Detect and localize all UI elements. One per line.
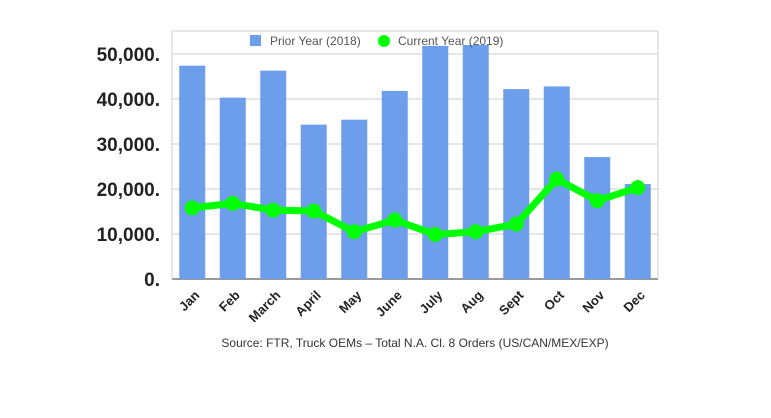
y-tick-label: 50,000. bbox=[97, 45, 160, 66]
x-tick-label: Nov bbox=[579, 287, 608, 316]
legend-label-current-year: Current Year (2019) bbox=[398, 34, 503, 48]
bar-nov bbox=[584, 157, 611, 279]
x-tick-label: June bbox=[373, 288, 405, 320]
legend-swatch-current-year bbox=[378, 35, 390, 47]
line-point-dec bbox=[630, 180, 646, 196]
x-axis: Jan Feb March April May June July Aug Sept Oct Nov… bbox=[176, 287, 648, 325]
y-tick-label: 40,000. bbox=[97, 90, 160, 111]
x-tick-label: Oct bbox=[541, 287, 567, 313]
bar-april bbox=[300, 124, 327, 280]
line-point-july bbox=[427, 226, 443, 242]
x-tick-label: April bbox=[292, 288, 324, 320]
line-path bbox=[188, 175, 642, 238]
bar-feb bbox=[219, 97, 246, 280]
line-series-current-year bbox=[184, 171, 646, 242]
bar-dec bbox=[624, 184, 651, 279]
line-point-nov bbox=[589, 193, 605, 209]
y-tick-label: 10,000. bbox=[97, 225, 160, 246]
bar-march bbox=[260, 70, 287, 280]
y-axis: 0. 10,000. 20,000. 30,000. 40,000. 50,000. bbox=[97, 45, 160, 291]
line-point-may bbox=[346, 224, 362, 240]
legend-swatch-prior-year bbox=[250, 35, 261, 46]
source-note: Source: FTR, Truck OEMs – Total N.A. Cl.… bbox=[221, 336, 608, 350]
gridlines bbox=[171, 30, 659, 280]
y-tick-label: 0. bbox=[144, 270, 160, 291]
line-point-feb bbox=[225, 195, 241, 211]
y-tick-label: 20,000. bbox=[97, 180, 160, 201]
legend-label-prior-year: Prior Year (2018) bbox=[270, 34, 361, 48]
line-point-sept bbox=[508, 216, 524, 232]
x-tick-label: Aug bbox=[457, 287, 486, 316]
line-point-april bbox=[306, 203, 322, 219]
line-point-jan bbox=[184, 200, 200, 216]
bar-aug bbox=[462, 45, 489, 279]
bar-jan bbox=[179, 65, 206, 279]
bar-may bbox=[341, 119, 368, 279]
line-point-june bbox=[387, 212, 403, 228]
x-tick-label: Sept bbox=[496, 287, 527, 318]
x-tick-label: May bbox=[336, 287, 365, 316]
x-tick-label: July bbox=[416, 287, 446, 317]
x-tick-label: Jan bbox=[176, 287, 202, 313]
bar-july bbox=[422, 45, 449, 280]
y-tick-label: 30,000. bbox=[97, 135, 160, 156]
x-tick-label: Feb bbox=[216, 287, 243, 314]
bar-series-prior-year bbox=[179, 45, 651, 280]
line-point-march bbox=[265, 202, 281, 218]
x-tick-label: March bbox=[246, 287, 284, 325]
bar-june bbox=[381, 90, 408, 280]
line-point-aug bbox=[468, 224, 484, 240]
line-point-oct bbox=[549, 171, 565, 187]
bar-sept bbox=[503, 89, 530, 279]
legend: Prior Year (2018) Current Year (2019) bbox=[250, 34, 503, 48]
x-tick-label: Dec bbox=[620, 288, 647, 315]
